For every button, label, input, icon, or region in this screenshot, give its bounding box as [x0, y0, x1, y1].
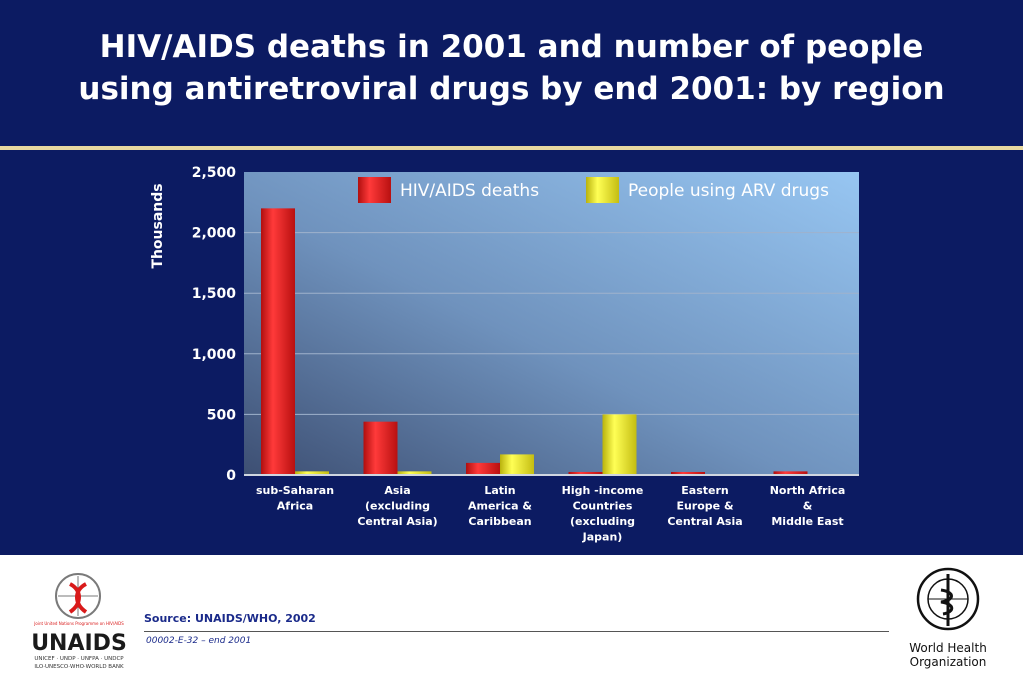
- footer-divider: [144, 631, 889, 632]
- x-category-line: Africa: [277, 500, 313, 513]
- x-category-line: Japan): [582, 531, 623, 544]
- x-category-line: &: [803, 500, 813, 513]
- bar-arv-users: [602, 414, 637, 475]
- x-category-line: America &: [468, 500, 532, 513]
- who-line-2: Organization: [910, 655, 987, 669]
- unaids-logo: Joint United Nations Programme on HIV/AI…: [31, 573, 127, 670]
- x-category-line: High -income: [562, 484, 644, 497]
- bar-hiv-deaths: [568, 471, 603, 475]
- x-category-label: Eastern Europe & Central Asia: [667, 484, 742, 528]
- title-line-2: using antiretroviral drugs by end 2001: …: [78, 71, 945, 107]
- x-category-label: High -income Countries (excluding Japan): [562, 484, 644, 544]
- x-category-label: Latin America & Caribbean: [468, 484, 532, 528]
- who-line-1: World Health: [909, 641, 987, 655]
- legend-swatch-arv: [586, 177, 619, 203]
- unaids-wordmark: UNAIDS: [31, 631, 127, 656]
- title-divider: [0, 146, 1023, 150]
- legend-swatch-deaths: [358, 177, 391, 203]
- legend-label-deaths: HIV/AIDS deaths: [400, 181, 539, 201]
- gridlines: [244, 232, 859, 415]
- y-axis-label: Thousands: [150, 183, 166, 268]
- bar-hiv-deaths: [466, 462, 500, 475]
- y-tick-label: 500: [207, 407, 236, 423]
- plot-area: [244, 172, 859, 475]
- x-category-line: Middle East: [771, 515, 843, 528]
- y-tick-labels: 2,500 2,000 1,500 1,000 500 0: [192, 165, 237, 484]
- bar-hiv-deaths: [261, 208, 295, 476]
- y-tick-label: 1,500: [192, 286, 237, 302]
- x-category-label: Asia (excluding Central Asia): [357, 484, 437, 528]
- bar-hiv-deaths: [773, 471, 808, 475]
- title-line-1: HIV/AIDS deaths in 2001 and number of pe…: [99, 29, 924, 65]
- x-category-line: (excluding: [365, 500, 430, 513]
- y-tick-label: 1,000: [192, 347, 237, 363]
- x-category-line: Eastern: [681, 484, 728, 497]
- bars: [261, 208, 808, 476]
- y-tick-label: 2,000: [192, 226, 237, 242]
- bar-hiv-deaths: [363, 421, 398, 475]
- x-category-line: Latin: [484, 484, 515, 497]
- unaids-small-2: ILO·UNESCO·WHO·WORLD BANK: [34, 664, 124, 670]
- bar-arv-users: [500, 454, 534, 475]
- bar-hiv-deaths: [671, 471, 705, 475]
- x-category-line: Caribbean: [468, 515, 531, 528]
- slide-code: 00002-E-32 – end 2001: [146, 636, 252, 646]
- x-category-line: Countries: [573, 500, 633, 513]
- unaids-small-top: Joint United Nations Programme on HIV/AI…: [33, 621, 124, 626]
- slide-title: HIV/AIDS deaths in 2001 and number of pe…: [0, 26, 1023, 110]
- x-category-line: (excluding: [570, 515, 635, 528]
- x-category-labels: sub-Saharan Africa Asia (excluding Central A…: [256, 484, 845, 544]
- x-category-line: Central Asia: [667, 515, 742, 528]
- x-category-line: Asia: [384, 484, 410, 497]
- source-text: Source: UNAIDS/WHO, 2002: [144, 612, 316, 625]
- legend: HIV/AIDS deaths People using ARV drugs: [358, 177, 829, 203]
- y-tick-label: 2,500: [192, 165, 237, 181]
- un-globe-icon: [55, 573, 101, 619]
- x-category-line: Europe &: [676, 500, 733, 513]
- legend-label-arv: People using ARV drugs: [628, 181, 829, 201]
- x-category-line: North Africa: [770, 484, 846, 497]
- y-tick-label: 0: [226, 468, 236, 484]
- bar-chart: 2,500 2,000 1,500 1,000 500 0 sub-Saharan Afri…: [150, 165, 859, 544]
- bar-arv-users: [295, 471, 329, 475]
- who-emblem-icon: [916, 567, 980, 631]
- bar-arv-users: [397, 471, 432, 475]
- who-logo: World Health Organization: [909, 567, 987, 669]
- x-category-line: Central Asia): [357, 515, 437, 528]
- unaids-small-1: UNICEF · UNDP · UNFPA · UNDCP: [34, 656, 124, 662]
- x-category-label: sub-Saharan Africa: [256, 484, 334, 513]
- x-category-label: North Africa & Middle East: [770, 484, 846, 528]
- x-category-line: sub-Saharan: [256, 484, 334, 497]
